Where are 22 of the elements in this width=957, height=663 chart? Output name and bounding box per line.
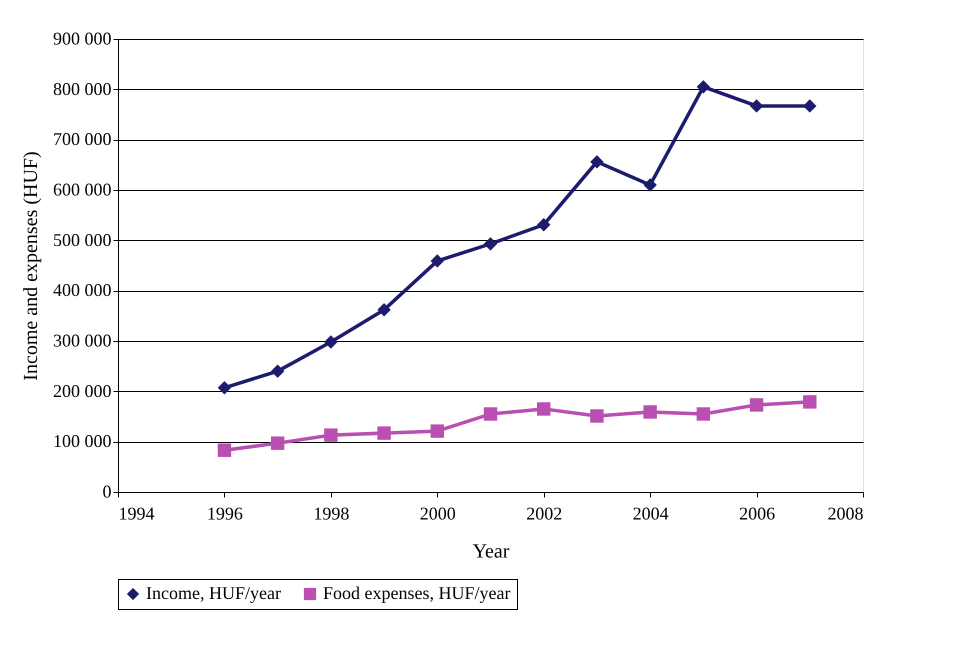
x-tick-label: 1996 (206, 504, 243, 524)
x-tick-label: 2002 (526, 504, 562, 524)
y-tick-label: 100 000 (53, 431, 112, 452)
legend-label: Food expenses, HUF/year (323, 583, 510, 603)
x-tick-label: 2008 (828, 504, 864, 524)
y-tick-label: 200 000 (53, 380, 112, 401)
x-tick-label: 1998 (313, 504, 350, 524)
y-tick-label: 600 000 (53, 180, 112, 200)
y-tick-label: 700 000 (53, 129, 112, 150)
x-axis-title: Year (472, 540, 510, 562)
y-tick-label: 400 000 (53, 280, 112, 300)
legend-label: Income, HUF/year (146, 583, 281, 603)
y-axis-title: Income and expenses (HUF) (20, 151, 42, 381)
x-tick-label: 1994 (118, 504, 154, 524)
y-tick-label: 900 000 (53, 28, 112, 48)
y-tick-label: 300 000 (53, 330, 112, 350)
x-tick-label: 2004 (632, 504, 669, 524)
x-tick-label: 2000 (420, 504, 456, 524)
y-tick-label: 500 000 (53, 230, 112, 250)
y-tick-label: 800 000 (53, 78, 112, 99)
y-tick-label: 0 (102, 482, 112, 502)
x-tick-label: 2006 (739, 504, 776, 524)
